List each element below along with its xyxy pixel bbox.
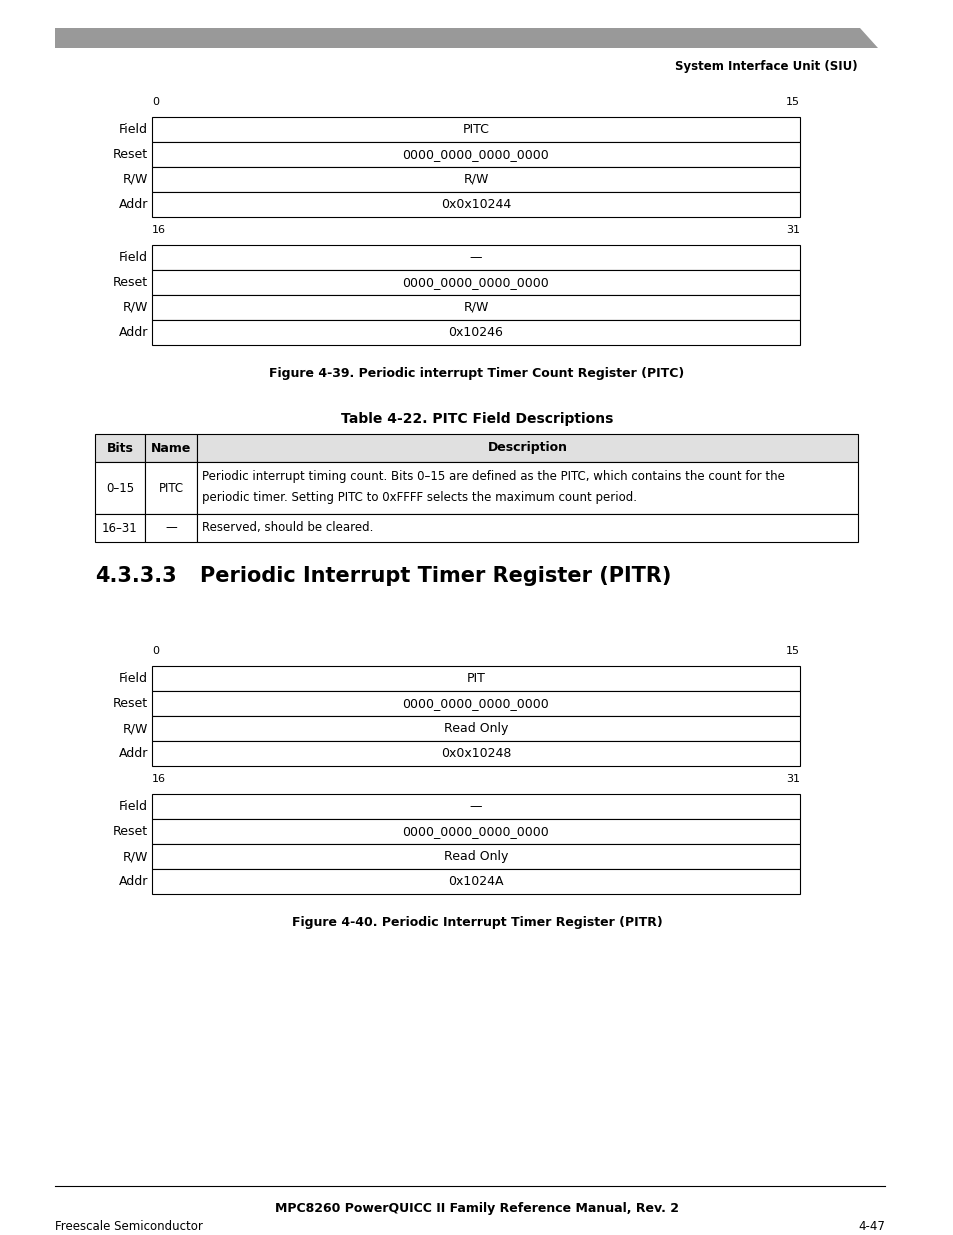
Text: Table 4-22. PITC Field Descriptions: Table 4-22. PITC Field Descriptions: [340, 412, 613, 426]
Text: —: —: [469, 800, 482, 813]
Bar: [145, 514, 196, 542]
Text: R/W: R/W: [123, 850, 148, 863]
Text: periodic timer. Setting PITC to 0xFFFF selects the maximum count period.: periodic timer. Setting PITC to 0xFFFF s…: [202, 490, 637, 504]
Polygon shape: [55, 28, 877, 48]
Text: PITC: PITC: [462, 124, 489, 136]
Text: Field: Field: [119, 124, 148, 136]
Text: PITC: PITC: [158, 482, 183, 494]
Bar: [152, 819, 800, 844]
Text: System Interface Unit (SIU): System Interface Unit (SIU): [675, 61, 857, 73]
Text: 4.3.3.3: 4.3.3.3: [95, 566, 176, 585]
Text: 0: 0: [152, 98, 159, 107]
Text: Addr: Addr: [118, 876, 148, 888]
Text: Reset: Reset: [112, 697, 148, 710]
Text: Addr: Addr: [118, 326, 148, 338]
Text: R/W: R/W: [123, 301, 148, 314]
Text: 4-47: 4-47: [858, 1220, 884, 1233]
Text: Reserved, should be cleared.: Reserved, should be cleared.: [202, 521, 373, 535]
Text: 15: 15: [785, 98, 800, 107]
Text: —: —: [469, 251, 482, 264]
Text: Bits: Bits: [107, 441, 133, 454]
Text: Reset: Reset: [112, 275, 148, 289]
Text: Field: Field: [119, 800, 148, 813]
Text: 31: 31: [785, 225, 800, 235]
Bar: [95, 433, 145, 462]
Text: 0000_0000_0000_0000: 0000_0000_0000_0000: [402, 697, 549, 710]
Bar: [152, 167, 800, 191]
Bar: [152, 794, 800, 819]
Bar: [152, 844, 800, 869]
Bar: [152, 320, 800, 345]
Bar: [152, 295, 800, 320]
Bar: [95, 514, 145, 542]
Text: PIT: PIT: [466, 672, 485, 685]
Text: R/W: R/W: [123, 722, 148, 735]
Bar: [152, 245, 800, 270]
Bar: [152, 142, 800, 167]
Text: 0x0x10248: 0x0x10248: [440, 747, 511, 760]
Text: 15: 15: [785, 646, 800, 656]
Text: Description: Description: [487, 441, 567, 454]
Bar: [152, 869, 800, 894]
Text: Figure 4-39. Periodic interrupt Timer Count Register (PITC): Figure 4-39. Periodic interrupt Timer Co…: [269, 367, 684, 380]
Text: Read Only: Read Only: [443, 722, 508, 735]
Text: 0000_0000_0000_0000: 0000_0000_0000_0000: [402, 275, 549, 289]
Text: R/W: R/W: [123, 173, 148, 186]
Text: Name: Name: [151, 441, 191, 454]
Text: 0000_0000_0000_0000: 0000_0000_0000_0000: [402, 148, 549, 161]
Text: Addr: Addr: [118, 198, 148, 211]
Text: Field: Field: [119, 251, 148, 264]
Text: Reset: Reset: [112, 148, 148, 161]
Bar: [152, 692, 800, 716]
Text: R/W: R/W: [463, 301, 488, 314]
Bar: [95, 462, 145, 514]
Text: Periodic Interrupt Timer Register (PITR): Periodic Interrupt Timer Register (PITR): [200, 566, 671, 585]
Text: Addr: Addr: [118, 747, 148, 760]
Text: 0: 0: [152, 646, 159, 656]
Text: Freescale Semiconductor: Freescale Semiconductor: [55, 1220, 203, 1233]
Text: 0000_0000_0000_0000: 0000_0000_0000_0000: [402, 825, 549, 839]
Bar: [152, 191, 800, 217]
Text: Reset: Reset: [112, 825, 148, 839]
Bar: [152, 716, 800, 741]
Text: 31: 31: [785, 774, 800, 784]
Text: 0x10246: 0x10246: [448, 326, 503, 338]
Bar: [196, 514, 857, 542]
Text: Field: Field: [119, 672, 148, 685]
Text: 0–15: 0–15: [106, 482, 134, 494]
Text: 16: 16: [152, 225, 166, 235]
Bar: [145, 433, 196, 462]
Bar: [152, 741, 800, 766]
Text: MPC8260 PowerQUICC II Family Reference Manual, Rev. 2: MPC8260 PowerQUICC II Family Reference M…: [274, 1202, 679, 1215]
Bar: [152, 270, 800, 295]
Text: 16: 16: [152, 774, 166, 784]
Bar: [152, 117, 800, 142]
Bar: [196, 433, 857, 462]
Text: Figure 4-40. Periodic Interrupt Timer Register (PITR): Figure 4-40. Periodic Interrupt Timer Re…: [292, 916, 661, 929]
Text: Periodic interrupt timing count. Bits 0–15 are defined as the PITC, which contai: Periodic interrupt timing count. Bits 0–…: [202, 471, 784, 483]
Text: R/W: R/W: [463, 173, 488, 186]
Bar: [145, 462, 196, 514]
Text: Read Only: Read Only: [443, 850, 508, 863]
Text: 16–31: 16–31: [102, 521, 138, 535]
Text: 0x0x10244: 0x0x10244: [440, 198, 511, 211]
Bar: [196, 462, 857, 514]
Bar: [152, 666, 800, 692]
Text: 0x1024A: 0x1024A: [448, 876, 503, 888]
Text: —: —: [165, 521, 176, 535]
